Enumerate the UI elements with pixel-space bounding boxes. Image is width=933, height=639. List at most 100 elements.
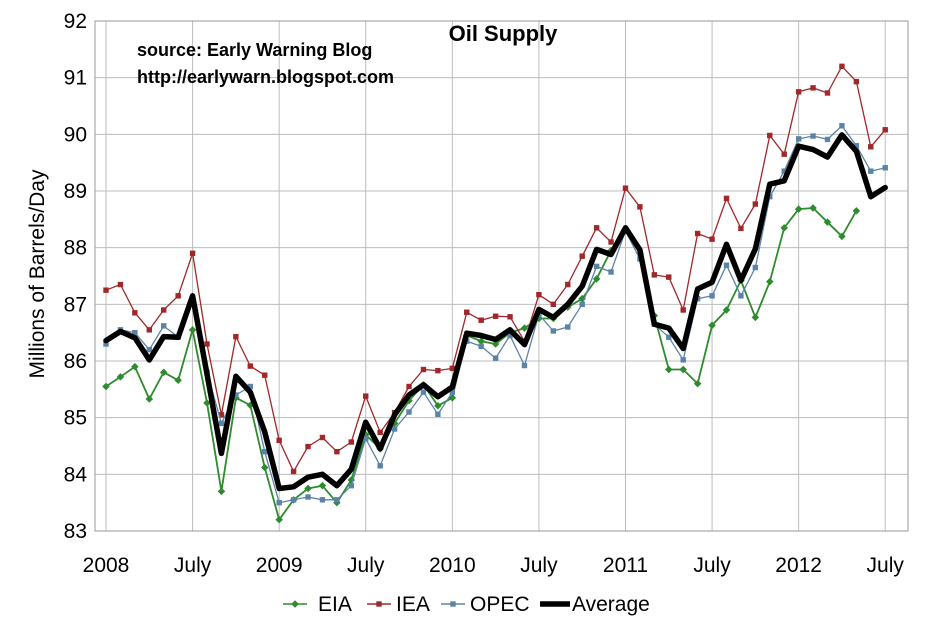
data-point-iea [709, 236, 715, 242]
data-point-iea [290, 468, 297, 475]
data-point-iea [651, 272, 658, 278]
data-point-eia [592, 275, 601, 283]
data-point-opec [810, 133, 816, 139]
data-point-iea [868, 144, 874, 150]
data-point-iea [507, 314, 513, 320]
data-point-iea [810, 85, 816, 91]
x-tick-label: 2011 [603, 554, 648, 577]
data-point-opec [723, 262, 730, 268]
data-point-eia [708, 321, 716, 330]
data-point-opec [319, 497, 326, 503]
data-point-eia [852, 207, 861, 215]
legend-label-average: Average [572, 593, 650, 616]
data-point-eia [448, 394, 457, 402]
data-point-opec [391, 426, 398, 432]
data-point-eia [491, 340, 500, 348]
data-point-opec [666, 334, 672, 340]
data-point-iea [637, 204, 643, 210]
data-point-opec [738, 293, 744, 299]
legend-item-opec: OPEC [441, 593, 530, 616]
data-point-iea [376, 601, 382, 607]
series-line-eia [105, 207, 858, 521]
data-point-opec [276, 499, 282, 506]
y-tick-label: 84 [64, 463, 88, 486]
data-point-iea [608, 239, 614, 245]
data-point-opec [492, 355, 499, 361]
data-point-iea [334, 448, 340, 455]
data-point-eia [159, 368, 168, 377]
data-point-eia [275, 515, 283, 524]
y-tick-label: 86 [64, 350, 87, 373]
legend-item-eia: EIA [283, 593, 352, 616]
data-point-iea [781, 151, 787, 157]
data-point-iea [579, 253, 585, 259]
plot-frame [94, 20, 909, 532]
data-point-iea [262, 372, 268, 378]
source-url-annotation: http://earlywarn.blogspot.com [137, 67, 394, 87]
x-tick-label: July [174, 554, 212, 577]
data-point-iea [449, 365, 456, 372]
data-point-iea [363, 393, 369, 399]
chart-title: Oil Supply [449, 21, 559, 46]
data-point-opec [262, 448, 268, 455]
series-layer [102, 63, 888, 524]
data-point-opec [420, 389, 427, 395]
y-tick-label: 87 [64, 293, 87, 316]
data-point-eia [520, 324, 529, 332]
series-eia [102, 204, 861, 524]
x-tick-label: 2012 [775, 554, 822, 577]
data-point-iea [189, 250, 196, 257]
x-tick-label: 2008 [83, 554, 130, 577]
data-point-iea [117, 281, 124, 288]
data-point-iea [420, 366, 427, 373]
x-tick-label: 2010 [429, 554, 476, 577]
data-point-opec [435, 411, 441, 417]
data-point-eia [203, 399, 211, 407]
data-point-iea [146, 327, 152, 333]
data-point-opec [824, 136, 831, 143]
data-point-opec [146, 346, 152, 353]
data-point-iea [464, 309, 470, 315]
data-point-opec [593, 263, 600, 270]
data-point-iea [666, 274, 672, 280]
x-tick-label: July [347, 554, 385, 577]
grid-layer [95, 20, 908, 532]
data-point-opec [290, 497, 297, 503]
data-point-opec [709, 293, 715, 299]
data-point-eia [217, 487, 226, 496]
data-point-eia [116, 373, 125, 381]
data-point-opec [450, 601, 456, 607]
data-point-eia [809, 204, 817, 212]
data-point-eia [838, 232, 846, 241]
data-point-iea [839, 63, 845, 70]
legend-item-iea: IEA [367, 593, 430, 616]
data-point-iea [132, 310, 138, 316]
data-point-iea [853, 78, 860, 85]
x-tick-label: 2009 [256, 554, 303, 577]
x-tick-label: July [520, 554, 558, 577]
series-iea [103, 63, 888, 475]
y-tick-label: 88 [64, 237, 87, 260]
y-tick-label: 89 [64, 180, 87, 203]
data-point-eia [780, 224, 788, 232]
legend-label-iea: IEA [396, 593, 430, 616]
series-line-iea [105, 65, 886, 473]
data-point-eia [722, 306, 731, 314]
y-tick-label: 85 [64, 407, 87, 430]
data-point-eia [131, 362, 139, 371]
data-point-eia [823, 218, 832, 226]
data-point-eia [665, 365, 673, 374]
data-point-eia [318, 481, 327, 490]
data-point-iea [536, 291, 542, 298]
data-point-eia [434, 402, 442, 410]
data-point-opec [608, 269, 614, 275]
data-point-opec [882, 165, 888, 171]
y-axis-title: Millions of Barrels/Day [26, 169, 49, 378]
data-point-eia [188, 326, 197, 334]
data-point-iea [161, 307, 167, 313]
data-point-eia [766, 277, 774, 286]
data-point-iea [406, 383, 412, 390]
data-point-opec [363, 435, 369, 442]
data-point-eia [102, 382, 110, 391]
